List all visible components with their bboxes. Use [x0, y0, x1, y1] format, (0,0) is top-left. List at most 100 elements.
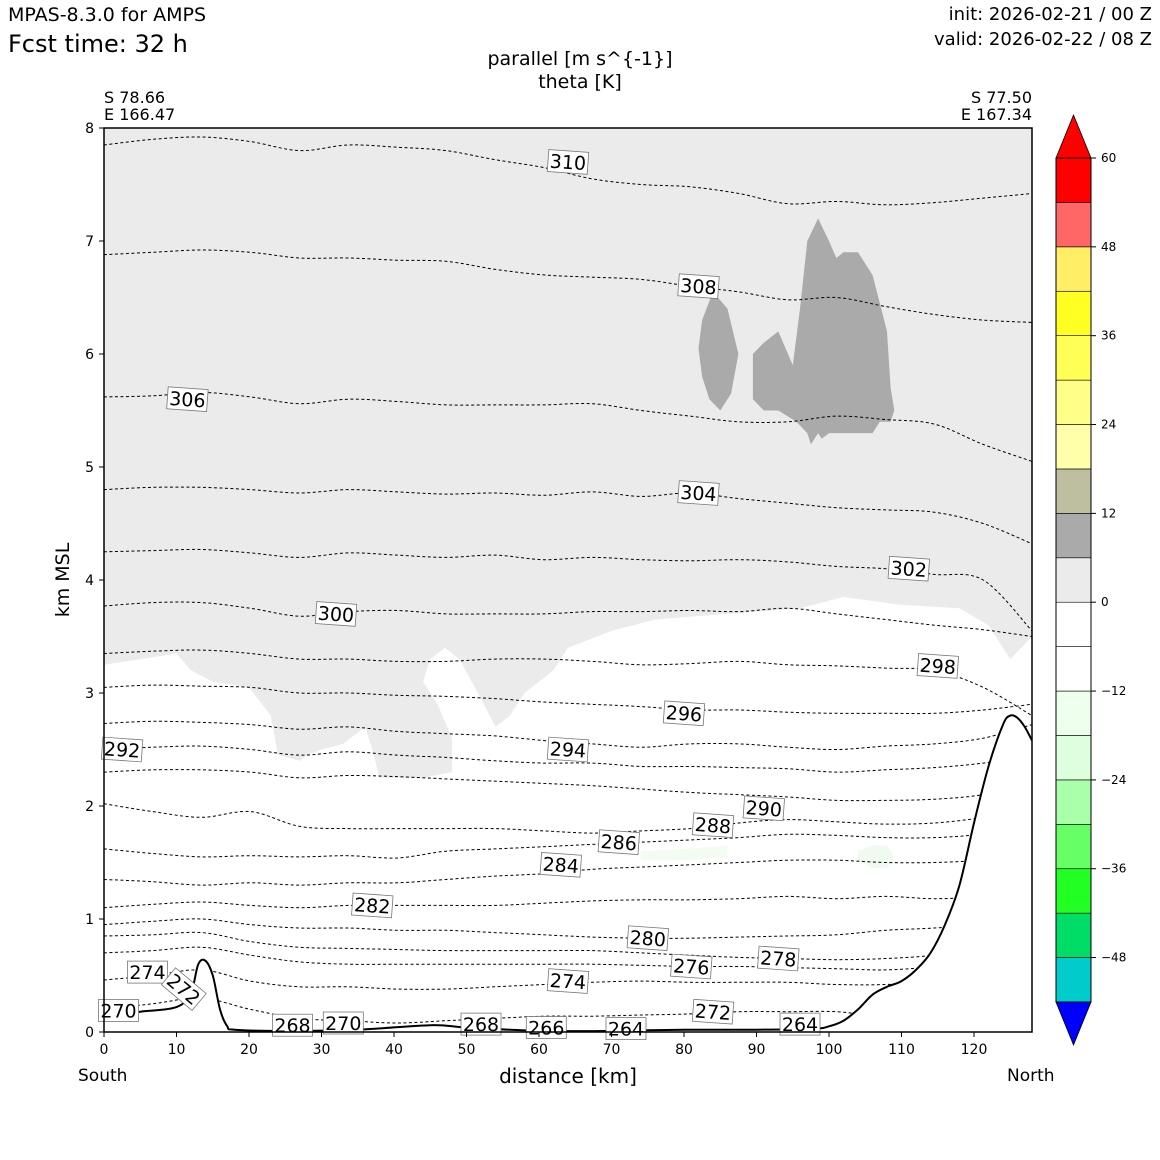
- contour-label-298-box: [916, 653, 959, 679]
- colorbar-cell-18-24: [1055, 424, 1092, 470]
- x-tick-label-30: 30: [313, 1042, 331, 1058]
- contour-label-290-text: 290: [745, 797, 783, 821]
- contour-label-304-text: 304: [680, 482, 718, 506]
- contour-label-extra-2-box: [98, 999, 139, 1022]
- theta-contour-292: [104, 745, 1032, 773]
- contour-label-274-text: 274: [549, 970, 587, 994]
- x-tick-label-120: 120: [961, 1042, 988, 1058]
- axes: 0 10 20 30 40 50 60 70 80 90 100 110 120 0 1 2 3 4 5 6 7 8: [85, 121, 987, 1058]
- contour-label-286: 286: [597, 829, 640, 855]
- theta-contour-302: [104, 548, 1032, 632]
- contour-label-272-box: [691, 998, 735, 1025]
- contour-label-278-text: 278: [759, 947, 797, 971]
- contour-label-extra-7: 264: [605, 1017, 647, 1041]
- colorbar-cell--54--48: [1055, 957, 1092, 1003]
- y-tick-label-3: 3: [85, 686, 94, 702]
- contour-label-extra-4-box: [322, 1011, 364, 1035]
- contour-label-292: 292: [100, 736, 144, 763]
- colorbar-cell--30--24: [1055, 779, 1092, 825]
- contour-label-extra-7-text: 264: [608, 1019, 644, 1041]
- contour-label-272-text: 272: [694, 1000, 732, 1024]
- y-tick-label-5: 5: [85, 460, 94, 476]
- contour-label-extra-1-box: [160, 967, 207, 1011]
- contour-label-extra-5-text: 268: [463, 1014, 499, 1036]
- contour-label-extra-3-box: [272, 1013, 313, 1037]
- contour-label-290: 290: [742, 795, 785, 822]
- colorbar-cell-48-54: [1055, 202, 1092, 248]
- chart-title-primary: parallel [m s^{-1}]: [487, 48, 673, 70]
- colorbar-frame: [1055, 157, 1092, 1003]
- colorbar-cell--24--18: [1055, 735, 1092, 781]
- theta-contour-310: [104, 136, 1032, 206]
- contour-label-302-text: 302: [890, 557, 928, 581]
- contour-label-294-text: 294: [549, 738, 587, 762]
- colorbar-tick-label--48: −48: [1101, 951, 1126, 965]
- theta-contour-308: [104, 249, 1032, 323]
- contour-label-extra-0: 274: [127, 960, 168, 984]
- contour-label-284: 284: [539, 852, 582, 878]
- y-tick-label-6: 6: [85, 347, 94, 363]
- colorbar-tick-label--36: −36: [1101, 862, 1126, 876]
- contour-label-294-box: [546, 736, 590, 763]
- contour-label-276-text: 276: [672, 955, 710, 979]
- contour-label-extra-5-box: [460, 1012, 502, 1036]
- y-tick-label-0: 0: [85, 1025, 94, 1041]
- contour-label-extra-2: 270: [98, 999, 139, 1023]
- colorbar-tick-label--12: −12: [1101, 684, 1126, 698]
- contour-label-286-box: [597, 829, 640, 855]
- x-tick-label-60: 60: [530, 1042, 548, 1058]
- colorbar-tick-label-12: 12: [1101, 506, 1116, 520]
- contour-label-310-text: 310: [549, 151, 587, 175]
- end-longitude: E 167.34: [960, 105, 1032, 124]
- contour-label-276: 276: [670, 953, 713, 980]
- contour-label-302-box: [887, 555, 930, 582]
- y-tick-label-1: 1: [85, 912, 94, 928]
- contour-label-280-text: 280: [629, 927, 667, 951]
- contour-label-extra-6-text: 266: [528, 1018, 564, 1040]
- contour-label-extra-6-box: [525, 1016, 567, 1039]
- colorbar-cell-24-30: [1055, 379, 1092, 425]
- contour-label-306: 306: [166, 386, 209, 412]
- app-title: MPAS-8.3.0 for AMPS: [8, 4, 207, 26]
- colorbar-cell-42-48: [1055, 246, 1092, 292]
- y-tick-label-7: 7: [85, 234, 94, 250]
- x-tick-label-50: 50: [458, 1042, 476, 1058]
- contour-label-extra-0-text: 274: [129, 962, 165, 984]
- colorbar-tick-label-0: 0: [1101, 595, 1109, 609]
- contour-label-308-text: 308: [680, 275, 718, 299]
- contour-label-300: 300: [314, 601, 358, 627]
- y-axis-label: km MSL: [52, 542, 74, 617]
- contour-label-288-box: [691, 812, 735, 838]
- colorbar-tick-label-36: 36: [1101, 329, 1116, 343]
- colorbar-cell-54-60: [1055, 157, 1092, 203]
- colorbar-cell-36-42: [1055, 290, 1092, 336]
- contour-label-282-box: [351, 892, 394, 919]
- contour-label-306-box: [166, 386, 209, 412]
- colorbar-tick-label-48: 48: [1101, 240, 1116, 254]
- colorbar-cell--36--30: [1055, 824, 1092, 870]
- contour-label-298: 298: [916, 653, 959, 679]
- contour-label-308: 308: [677, 273, 720, 299]
- contour-label-296-box: [662, 700, 706, 727]
- theta-contour-288: [104, 803, 1032, 834]
- contour-label-extra-8-text: 264: [782, 1014, 818, 1036]
- contour-label-300-box: [314, 601, 358, 627]
- south-direction-label: South: [78, 1066, 128, 1086]
- start-longitude: E 166.47: [104, 105, 176, 124]
- theta-contour-306: [104, 391, 1032, 462]
- contour-label-layer: 310 308 306 304 302 300 298 296 294 292 290 288 286 2…: [98, 149, 959, 1041]
- contour-label-278-box: [757, 945, 800, 972]
- contour-label-extra-0-box: [127, 960, 168, 984]
- contour-label-296: 296: [662, 700, 706, 727]
- contour-label-288: 288: [691, 812, 735, 838]
- x-tick-label-0: 0: [100, 1042, 109, 1058]
- theta-contour-280: [104, 918, 1032, 939]
- colorbar-cell-30-36: [1055, 335, 1092, 381]
- contour-label-extra-7-box: [605, 1017, 647, 1040]
- theta-contour-296: [104, 684, 1032, 715]
- contour-label-286-text: 286: [600, 831, 638, 855]
- init-time: init: 2026-02-21 / 00 Z: [948, 4, 1152, 25]
- contour-label-282: 282: [351, 892, 394, 919]
- contour-label-extra-6: 266: [525, 1016, 567, 1040]
- contour-label-280-box: [626, 925, 669, 951]
